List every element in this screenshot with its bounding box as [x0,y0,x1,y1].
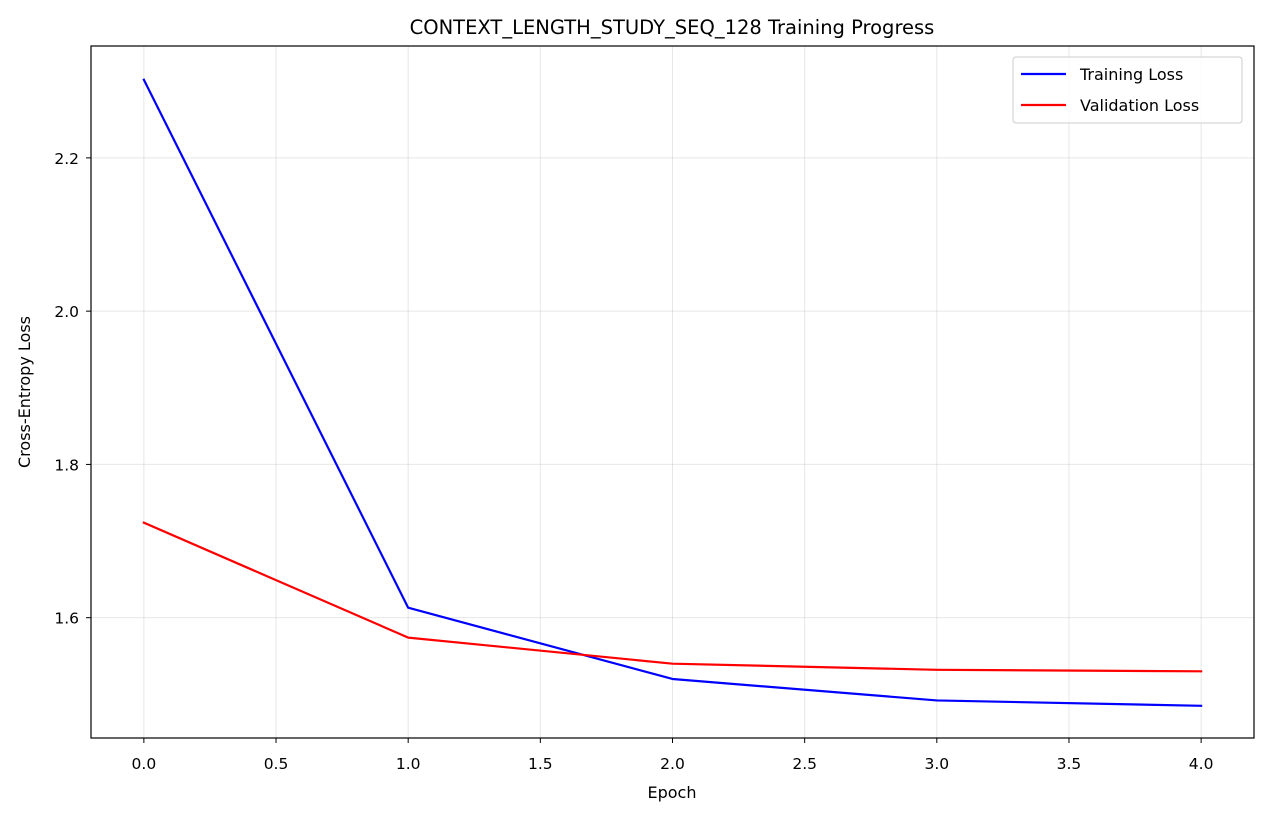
x-tick-label: 0.5 [264,755,289,773]
x-tick-label: 3.5 [1057,755,1082,773]
x-tick-label: 2.0 [660,755,685,773]
grid [91,46,1254,738]
y-axis-title: Cross-Entropy Loss [15,316,34,468]
legend-label-training-loss: Training Loss [1079,65,1183,84]
y-tick-label: 2.2 [54,150,79,168]
x-tick-label: 4.0 [1189,755,1214,773]
y-tick-label: 1.6 [54,610,79,628]
legend-label-validation-loss: Validation Loss [1080,96,1199,115]
x-tick-label: 2.5 [792,755,817,773]
legend-box [1012,56,1243,124]
chart-title: CONTEXT_LENGTH_STUDY_SEQ_128 Training Pr… [410,16,935,39]
x-axis-title: Epoch [648,783,697,802]
x-tick-label: 0.0 [132,755,157,773]
series-lines [142,78,1203,707]
x-tick-label: 1.0 [396,755,421,773]
x-tick-label: 3.0 [924,755,949,773]
y-axis: 1.6 1.8 2.0 2.2 [54,150,91,628]
y-tick-label: 2.0 [54,303,79,321]
series-line-training-loss [142,78,1203,707]
legend: Training Loss Validation Loss [1012,56,1243,124]
plot-area [91,46,1254,738]
y-tick-label: 1.8 [54,456,79,474]
x-axis: 0.0 0.5 1.0 1.5 2.0 2.5 3.0 3.5 4.0 [132,738,1214,773]
series-line-validation-loss [142,521,1203,673]
x-tick-label: 1.5 [528,755,553,773]
